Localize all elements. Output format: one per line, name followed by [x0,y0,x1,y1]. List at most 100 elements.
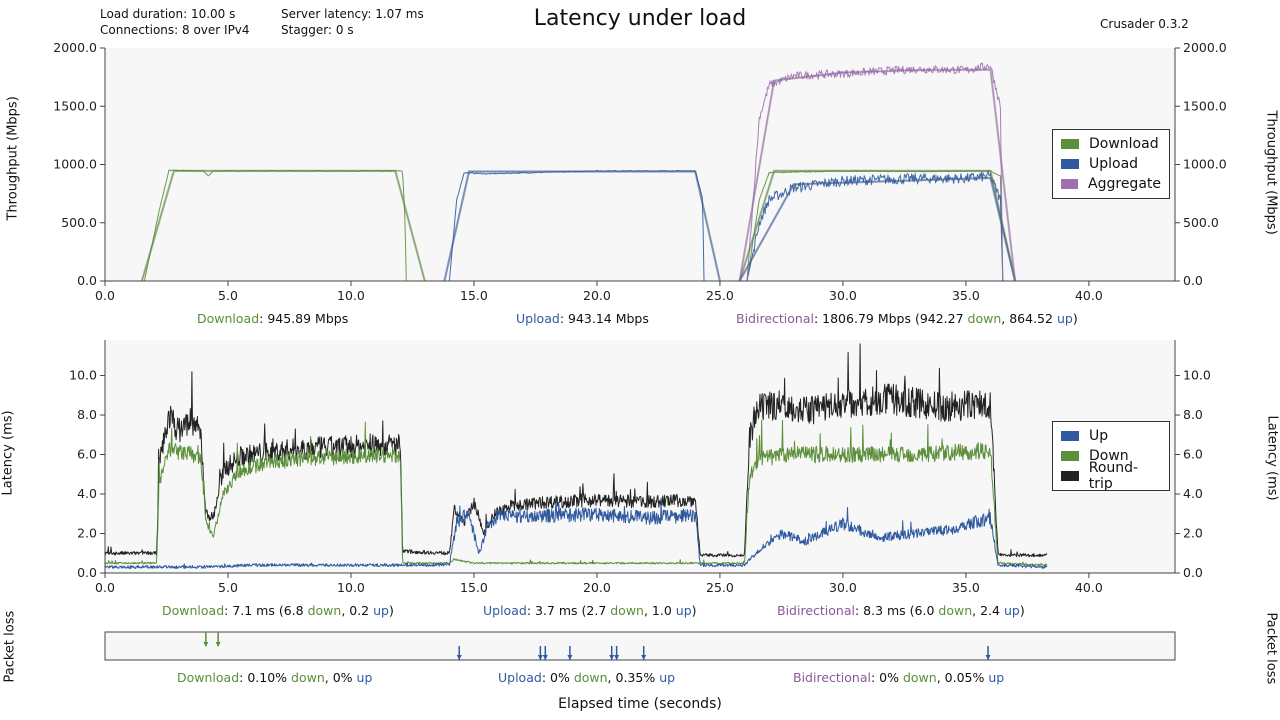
x-tick-label: 10.0 [337,580,365,595]
packet-loss-marker-up-head [614,655,620,660]
test-info-left: Load duration: 10.00 s Connections: 8 ov… [100,6,250,38]
packet-loss-marker-up-head [641,655,647,660]
y-tick-label-right: 4.0 [1183,486,1203,501]
throughput-smoothed-outline-4 [739,69,1016,282]
y-tick-label-left: 0.0 [77,565,97,580]
x-tick-label: 25.0 [706,580,734,595]
loss-summary-bidirectional: Bidirectional: 0% down, 0.05% up [793,670,1005,685]
y-tick-label-left: 4.0 [77,486,97,501]
y-tick-label-right: 1000.0 [1183,157,1227,172]
connections: Connections: 8 over IPv4 [100,23,250,37]
legend-item-download: Download [1061,134,1161,154]
x-tick-label: 15.0 [460,580,488,595]
legend-item-aggregate: Aggregate [1061,174,1161,194]
loss-y-label-right: Packet loss [1263,612,1279,685]
y-tick-label-right: 10.0 [1183,368,1211,383]
throughput-smoothed-aggregate-4 [738,68,1017,282]
throughput-summary-download: Download: 945.89 Mbps [197,311,349,326]
loss-summary-download: Download: 0.10% down, 0% up [177,670,373,685]
throughput-y-label-right: Throughput (Mbps) [1263,110,1279,235]
x-tick-label: 0.0 [95,580,115,595]
y-tick-label-right: 500.0 [1183,215,1219,230]
latency-summary-bidirectional: Bidirectional: 8.3 ms (6.0 down, 2.4 up) [777,603,1025,618]
packet-loss-background [104,631,1176,661]
plot-background [105,48,1175,281]
throughput-summary-upload: Upload: 943.14 Mbps [516,311,649,326]
stagger: Stagger: 0 s [281,23,354,37]
chart-title: Latency under load [533,6,747,31]
x-tick-label: 40.0 [1075,580,1103,595]
legend-item-down: Down [1061,446,1161,466]
x-tick-label: 30.0 [829,288,857,303]
y-tick-label-right: 1500.0 [1183,98,1227,113]
y-tick-label-left: 2.0 [77,526,97,541]
legend-item-upload: Upload [1061,154,1161,174]
y-tick-label-left: 10.0 [69,368,97,383]
y-tick-label-right: 2.0 [1183,526,1203,541]
loss-y-label-left: Packet loss [2,610,18,683]
test-info-right: Server latency: 1.07 ms Stagger: 0 s [281,6,424,38]
packet-loss-marker-up-head [537,655,543,660]
x-tick-label: 20.0 [583,288,611,303]
y-tick-label-left: 1500.0 [53,98,97,113]
x-tick-label: 30.0 [829,580,857,595]
latency-line-down [104,419,1048,566]
legend-swatch-up [1061,431,1079,441]
packet-loss-marker-up-head [609,655,615,660]
y-tick-label-left: 6.0 [77,447,97,462]
legend-item-round-trip: Round-trip [1061,460,1161,492]
throughput-smoothed-upload-3 [738,176,1017,282]
throughput-smoothed-outline-3 [739,177,1016,282]
y-tick-label-right: 8.0 [1183,407,1203,422]
packet-loss-marker-down-head [203,642,209,647]
app-version: Crusader 0.3.2 [1100,17,1189,31]
x-tick-label: 15.0 [460,288,488,303]
legend-swatch-down [1061,451,1079,461]
throughput-smoothed-upload-1 [443,170,721,282]
legend-swatch-upload [1061,159,1079,169]
x-tick-label: 40.0 [1075,288,1103,303]
y-tick-label-left: 2000.0 [53,40,97,55]
y-tick-label-right: 0.0 [1183,565,1203,580]
packet-loss-marker-up-head [985,655,991,660]
throughput-smoothed-outline-1 [443,171,721,282]
legend-swatch-aggregate [1061,179,1079,189]
throughput-summary-bidirectional: Bidirectional: 1806.79 Mbps (942.27 down… [736,311,1078,326]
y-tick-label-left: 500.0 [61,215,97,230]
y-tick-label-right: 6.0 [1183,447,1203,462]
x-tick-label: 10.0 [337,288,365,303]
latency-y-label-right: Latency (ms) [1264,415,1280,501]
x-tick-label: 5.0 [218,288,238,303]
loss-summary-upload: Upload: 0% down, 0.35% up [498,670,676,685]
latency-legend: Up Down Round-trip [1052,421,1170,492]
packet-loss-marker-up-head [567,655,573,660]
y-tick-label-right: 2000.0 [1183,40,1227,55]
packet-loss-marker-up-head [542,655,548,660]
packet-loss-marker-up-head [456,655,462,660]
x-tick-label: 25.0 [706,288,734,303]
y-tick-label-left: 0.0 [77,273,97,288]
y-tick-label-left: 8.0 [77,407,97,422]
x-tick-label: 5.0 [218,580,238,595]
x-tick-label: 20.0 [583,580,611,595]
throughput-smoothed-download-0 [140,169,426,282]
y-tick-label-left: 1000.0 [53,157,97,172]
y-tick-label-right: 0.0 [1183,273,1203,288]
load-duration: Load duration: 10.00 s [100,7,236,21]
x-tick-label: 35.0 [952,580,980,595]
latency-plot: 0.0 5.0 10.0 15.0 20.0 25.0 30.0 35.0 40.00.0 0.0… [69,340,1211,595]
x-axis-label: Elapsed time (seconds) [558,696,722,712]
throughput-y-label-left: Throughput (Mbps) [5,96,21,221]
latency-summary-download: Download: 7.1 ms (6.8 down, 0.2 up) [162,603,394,618]
latency-line-up [104,498,1048,569]
throughput-plot: 0.0 5.0 10.0 15.0 20.0 25.0 30.0 35.0 40.00.0 0.0… [53,40,1227,303]
x-tick-label: 35.0 [952,288,980,303]
legend-item-up: Up [1061,426,1161,446]
latency-y-label-left: Latency (ms) [0,410,16,496]
legend-swatch-download [1061,139,1079,149]
packet-loss-plot [104,631,1176,661]
latency-summary-upload: Upload: 3.7 ms (2.7 down, 1.0 up) [483,603,697,618]
throughput-smoothed-outline-0 [141,170,426,282]
packet-loss-marker-down-head [215,642,221,647]
